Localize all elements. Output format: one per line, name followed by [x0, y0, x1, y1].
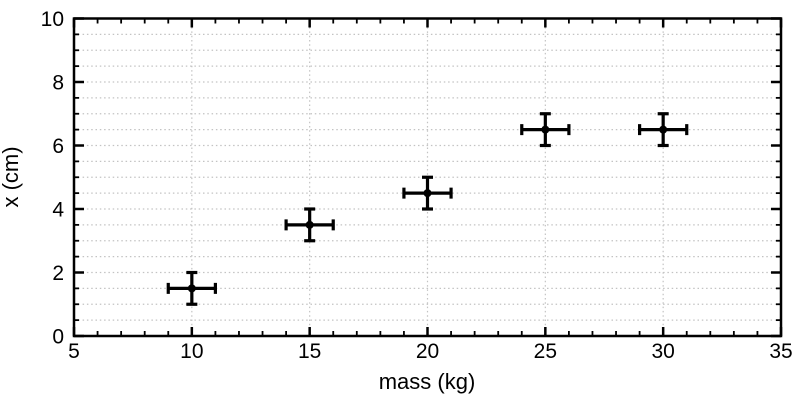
data-marker	[187, 284, 196, 293]
series-layer	[166, 112, 689, 306]
frame-layer	[72, 17, 783, 338]
data-marker	[423, 189, 432, 198]
data-point	[402, 175, 453, 211]
x-tick-label: 25	[534, 340, 557, 363]
data-marker	[541, 125, 550, 134]
y-tick-label: 2	[52, 262, 64, 285]
y-tick-label: 8	[52, 72, 64, 95]
data-point	[284, 207, 335, 243]
y-axis-label: x (cm)	[0, 146, 23, 207]
data-point	[637, 112, 689, 148]
x-axis-label: mass (kg)	[379, 369, 476, 394]
plot-border	[72, 17, 783, 338]
labels-layer: 5 10 15 20 25 30 35 0 2 4 6 8 10	[41, 8, 793, 363]
data-point	[520, 112, 571, 148]
x-tick-label: 20	[416, 340, 439, 363]
y-tick-label: 10	[41, 8, 64, 31]
x-tick-label: 10	[180, 340, 203, 363]
x-tick-label: 30	[651, 340, 674, 363]
x-tick-label: 15	[298, 340, 321, 363]
y-tick-label: 6	[52, 135, 64, 158]
x-tick-label: 5	[68, 340, 80, 363]
data-marker	[305, 220, 314, 229]
data-marker	[659, 125, 668, 134]
y-tick-label: 4	[52, 199, 64, 222]
x-tick-label: 35	[769, 340, 792, 363]
data-point	[166, 270, 217, 306]
y-tick-label: 0	[52, 326, 64, 349]
